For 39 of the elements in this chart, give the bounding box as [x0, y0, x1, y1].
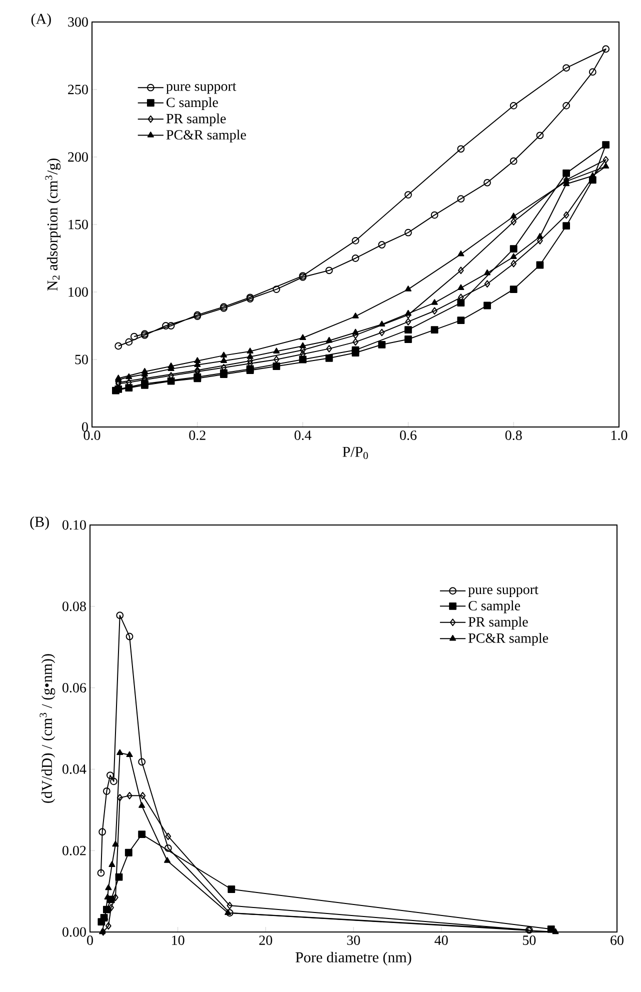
y-axis-title: (dV/dD) / (cm$^{3}$ / (g•nm)): [40, 654, 56, 803]
x-tick-label: 0.6: [400, 430, 417, 440]
x-tick-label: 0.8: [505, 430, 522, 440]
x-tick-label: 0.0: [84, 430, 100, 440]
x-tick-label: 40: [434, 936, 448, 945]
y-tick-label: 0.02: [62, 846, 86, 856]
x-tick-label: 0.4: [294, 430, 312, 440]
x-tick-label: 10: [172, 936, 184, 945]
y-tick-label: 0.08: [62, 602, 86, 612]
legend-label: PC&R sample: [166, 130, 246, 142]
y-tick-label: 250: [68, 84, 88, 94]
x-tick-label: 30: [347, 936, 360, 945]
legend-label: pure support: [166, 82, 236, 94]
y-tick-label: 0.10: [62, 520, 86, 530]
y-tick-label: 0: [82, 422, 88, 432]
x-tick-label: 60: [610, 936, 624, 945]
y-tick-label: 50: [75, 354, 88, 364]
legend-label: C sample: [166, 97, 218, 110]
y-tick-label: 300: [68, 17, 88, 27]
x-tick-label: 0.2: [189, 430, 206, 440]
legend-label: C sample: [468, 600, 520, 614]
legend-label: pure support: [468, 586, 538, 598]
y-axis-title: N$_{2}$ adsorption (cm$^{3}$/g): [45, 158, 61, 291]
y-tick-label: 0.06: [62, 683, 86, 693]
legend-label: PR sample: [166, 113, 226, 126]
legend-label: PR sample: [468, 616, 528, 630]
x-axis-title: Pore diametre (nm): [296, 952, 412, 966]
text: (B): [30, 516, 49, 530]
y-tick-label: 200: [68, 152, 88, 162]
text: (A): [31, 13, 51, 27]
y-tick-label: 150: [68, 220, 88, 230]
x-tick-label: 50: [522, 936, 536, 945]
x-axis-title: P/P$_{0}$: [342, 446, 368, 460]
y-tick-label: 100: [68, 287, 88, 297]
x-tick-label: 20: [259, 936, 272, 945]
y-tick-label: 0.00: [62, 927, 86, 937]
y-tick-label: 0.04: [62, 764, 86, 774]
x-tick-label: 1.0: [611, 430, 628, 440]
legend-label: PC&R sample: [468, 632, 548, 646]
